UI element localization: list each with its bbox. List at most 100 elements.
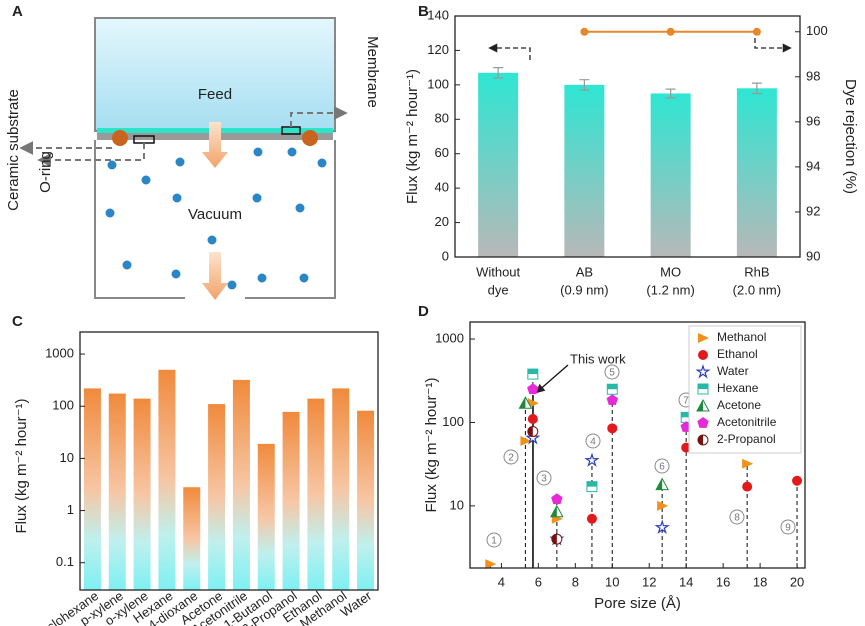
x-tick-label: 10 bbox=[605, 574, 619, 589]
error-bar bbox=[665, 88, 676, 99]
bar bbox=[208, 404, 226, 590]
axis-label: Pore size (Å) bbox=[594, 595, 681, 612]
y-tick-label: 10 bbox=[60, 450, 74, 465]
marker-part bbox=[695, 363, 711, 379]
legend-label: Methanol bbox=[717, 330, 766, 344]
marker bbox=[520, 435, 532, 446]
bar bbox=[158, 369, 176, 590]
circled-label: 6 bbox=[659, 462, 665, 473]
oring-label: O-ring bbox=[37, 151, 54, 193]
x-tick-label: dye bbox=[488, 282, 509, 297]
plot-frame bbox=[469, 321, 806, 569]
circled-label: 7 bbox=[683, 396, 689, 407]
circled-label: 5 bbox=[609, 368, 615, 379]
x-tick-label: 14 bbox=[679, 574, 693, 589]
x-tick-label: AB bbox=[576, 264, 593, 279]
marker bbox=[698, 350, 708, 360]
marker-part bbox=[586, 513, 597, 524]
y-tick-label: 92 bbox=[806, 203, 820, 218]
o-ring bbox=[112, 130, 128, 146]
bar bbox=[564, 84, 605, 257]
circled-label: 4 bbox=[590, 437, 596, 448]
circled-label: 9 bbox=[785, 523, 791, 534]
panel-label: C bbox=[12, 313, 23, 330]
marker bbox=[586, 481, 598, 493]
marker-part bbox=[527, 369, 538, 375]
vacuum-chamber bbox=[94, 140, 336, 299]
y-tick-label: 100 bbox=[52, 398, 74, 413]
x-tick-label: 18 bbox=[753, 574, 767, 589]
error-bar bbox=[579, 79, 590, 91]
panel-label: A bbox=[12, 3, 23, 20]
marker bbox=[696, 398, 710, 412]
marker-part bbox=[742, 458, 754, 469]
circled-label-ring bbox=[486, 532, 502, 548]
marker-part bbox=[551, 534, 557, 545]
marker bbox=[485, 559, 497, 570]
marker-part bbox=[697, 400, 703, 411]
marker-part bbox=[698, 350, 708, 360]
marker-part bbox=[742, 481, 753, 492]
legend-label: Hexane bbox=[717, 381, 759, 395]
error-bar bbox=[751, 82, 762, 95]
y-tick-label: 10 bbox=[450, 497, 464, 512]
marker bbox=[551, 493, 563, 505]
pointer bbox=[37, 143, 145, 167]
x-tick-label: (1.2 nm) bbox=[646, 282, 694, 297]
y-tick-label: 0.1 bbox=[56, 554, 74, 569]
x-tick-label: 4 bbox=[498, 574, 505, 589]
y-tick-label: 1 bbox=[67, 502, 74, 517]
axis-label: Dye rejection (%) bbox=[842, 79, 859, 194]
marker bbox=[695, 363, 711, 379]
circled-label-ring bbox=[604, 364, 620, 380]
axis-hint bbox=[488, 43, 531, 60]
y-tick-label: 40 bbox=[435, 180, 449, 195]
marker-part bbox=[584, 452, 600, 467]
circled-label-ring bbox=[536, 470, 552, 486]
marker-part bbox=[551, 493, 563, 505]
marker-part bbox=[525, 430, 541, 445]
marker bbox=[518, 396, 533, 409]
y-tick-label: 1000 bbox=[45, 346, 74, 361]
marker bbox=[527, 425, 539, 437]
y-tick-label: 94 bbox=[806, 158, 820, 173]
plot-frame bbox=[79, 331, 379, 591]
membrane-label: Membrane bbox=[364, 36, 381, 108]
y-tick-label: 100 bbox=[806, 23, 828, 38]
marker-part bbox=[586, 481, 597, 487]
y-tick-label: 20 bbox=[435, 214, 449, 229]
marker bbox=[742, 458, 754, 469]
pointer bbox=[290, 106, 348, 127]
marker bbox=[584, 452, 600, 467]
error-bar bbox=[493, 67, 504, 79]
marker-part bbox=[607, 384, 618, 390]
x-tick-label: (0.9 nm) bbox=[560, 282, 608, 297]
x-tick-label: Without bbox=[476, 264, 520, 279]
marker-part bbox=[520, 435, 532, 446]
bar bbox=[232, 379, 250, 590]
annotation: This work bbox=[570, 351, 626, 366]
marker bbox=[654, 519, 670, 535]
marker-part bbox=[606, 394, 618, 405]
marker bbox=[527, 368, 539, 380]
marker-part bbox=[527, 383, 539, 395]
x-tick-label: 6 bbox=[535, 574, 542, 589]
flow-arrow bbox=[202, 122, 228, 168]
circled-label-ring bbox=[729, 509, 745, 525]
bar bbox=[357, 410, 375, 590]
legend-label: 2-Propanol bbox=[717, 432, 776, 446]
marker bbox=[742, 481, 753, 492]
legend-label: Water bbox=[717, 364, 749, 378]
legend-label: Ethanol bbox=[717, 347, 758, 361]
x-tick-label: RhB bbox=[744, 264, 769, 279]
axis-label: Flux (kg m⁻² hour⁻¹) bbox=[13, 398, 30, 533]
point bbox=[666, 27, 675, 36]
circled-label-ring bbox=[585, 433, 601, 449]
marker bbox=[698, 333, 709, 343]
marker bbox=[697, 434, 709, 446]
circled-label: 1 bbox=[491, 536, 497, 547]
diagram: A Feed Vacuum Ceramic substrate O-ring M… bbox=[5, 3, 381, 300]
circled-label-ring bbox=[780, 519, 796, 535]
marker-part bbox=[792, 475, 803, 486]
